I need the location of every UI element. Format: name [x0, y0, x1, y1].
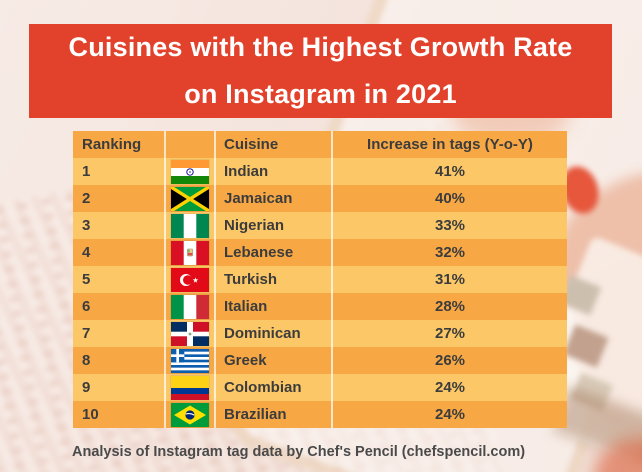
increase-cell: 24% [434, 406, 466, 423]
flag-cell [166, 293, 216, 320]
increase-cell: 26% [434, 352, 466, 369]
ranking-cell: 4 [73, 239, 166, 266]
flag-cell [166, 158, 216, 185]
title-line-1: Cuisines with the Highest Growth Rate [68, 32, 573, 62]
increase-cell: 41% [434, 163, 466, 180]
cuisine-growth-table: Ranking Cuisine Increase in tags (Y-o-Y)… [73, 131, 567, 428]
increase-cell: 31% [434, 271, 466, 288]
table-row: 10 Brazilian 24% [73, 401, 567, 428]
table-row: 3 Nigerian 33% [73, 212, 567, 239]
table-row: 7 Dominican 27% [73, 320, 567, 347]
title-banner: Cuisines with the Highest Growth Rate on… [29, 24, 612, 118]
cuisine-cell: Jamaican [216, 185, 333, 212]
title-line-2: on Instagram in 2021 [184, 79, 457, 109]
flag-cell [166, 212, 216, 239]
table-header-row: Ranking Cuisine Increase in tags (Y-o-Y) [73, 131, 567, 158]
flag-cell [166, 185, 216, 212]
increase-cell: 28% [434, 298, 466, 315]
ranking-cell: 5 [73, 266, 166, 293]
increase-cell: 27% [434, 325, 466, 342]
peru-flag-icon [171, 240, 209, 265]
ranking-cell: 2 [73, 185, 166, 212]
table-row: 6 Italian 28% [73, 293, 567, 320]
table-row: 9 Colombian 24% [73, 374, 567, 401]
flag-cell [166, 266, 216, 293]
table-row: 1 Indian 41% [73, 158, 567, 185]
table-row: 8 Greek 26% [73, 347, 567, 374]
ranking-cell: 8 [73, 347, 166, 374]
ranking-cell: 10 [73, 401, 166, 428]
header-ranking: Ranking [73, 131, 166, 158]
cuisine-cell: Dominican [216, 320, 333, 347]
ranking-cell: 1 [73, 158, 166, 185]
colombia-flag-icon [171, 375, 209, 400]
ranking-cell: 7 [73, 320, 166, 347]
flag-cell [166, 401, 216, 428]
brazil-flag-icon [171, 402, 209, 427]
increase-cell: 33% [434, 217, 466, 234]
flag-cell [166, 320, 216, 347]
table-body: 1 Indian 41% 2 Jamaican 40% 3 Nigerian 33% 4 Leban… [73, 158, 567, 428]
cuisine-cell: Italian [216, 293, 333, 320]
cuisine-cell: Lebanese [216, 239, 333, 266]
turkey-flag-icon [171, 267, 209, 292]
flag-cell [166, 239, 216, 266]
cuisine-cell: Turkish [216, 266, 333, 293]
increase-cell: 40% [434, 190, 466, 207]
increase-cell: 24% [434, 379, 466, 396]
cuisine-cell: Brazilian [216, 401, 333, 428]
nigeria-flag-icon [171, 213, 209, 238]
greece-flag-icon [171, 348, 209, 373]
increase-cell: 32% [434, 244, 466, 261]
table-row: 2 Jamaican 40% [73, 185, 567, 212]
cuisine-cell: Colombian [216, 374, 333, 401]
jamaica-flag-icon [171, 186, 209, 211]
cuisine-cell: Greek [216, 347, 333, 374]
flag-cell [166, 347, 216, 374]
header-flag [166, 131, 216, 158]
table-row: 5 Turkish 31% [73, 266, 567, 293]
flag-cell [166, 374, 216, 401]
dominican-republic-flag-icon [171, 321, 209, 346]
italy-flag-icon [171, 294, 209, 319]
header-increase: Increase in tags (Y-o-Y) [367, 136, 533, 153]
table-row: 4 Lebanese 32% [73, 239, 567, 266]
header-cuisine: Cuisine [216, 131, 333, 158]
cuisine-cell: Nigerian [216, 212, 333, 239]
ranking-cell: 3 [73, 212, 166, 239]
source-credit: Analysis of Instagram tag data by Chef's… [72, 444, 526, 460]
cuisine-cell: Indian [216, 158, 333, 185]
ranking-cell: 6 [73, 293, 166, 320]
india-flag-icon [171, 159, 209, 184]
ranking-cell: 9 [73, 374, 166, 401]
